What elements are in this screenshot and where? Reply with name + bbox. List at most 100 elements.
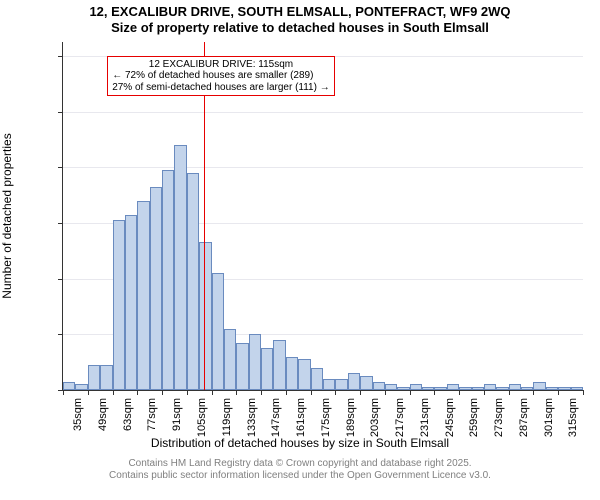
x-tick-label: 161sqm bbox=[295, 398, 307, 437]
histogram-bar bbox=[100, 365, 112, 390]
histogram-bar bbox=[249, 334, 261, 390]
histogram-bar bbox=[113, 220, 125, 390]
x-tick-mark bbox=[484, 390, 485, 395]
x-tick-mark bbox=[63, 390, 64, 395]
x-tick-mark bbox=[162, 390, 163, 395]
histogram-bar bbox=[150, 187, 162, 390]
annotation-line: 27% of semi-detached houses are larger (… bbox=[112, 82, 330, 94]
histogram-bar bbox=[162, 170, 174, 390]
histogram-bar bbox=[484, 384, 496, 390]
histogram-bar bbox=[558, 387, 570, 390]
x-tick-mark bbox=[558, 390, 559, 395]
y-tick-mark bbox=[58, 279, 63, 280]
x-tick-mark bbox=[533, 390, 534, 395]
x-tick-label: 49sqm bbox=[97, 398, 109, 431]
histogram-bar bbox=[174, 145, 186, 390]
x-tick-label: 189sqm bbox=[345, 398, 357, 437]
annotation-line: ← 72% of detached houses are smaller (28… bbox=[112, 70, 330, 82]
x-tick-label: 147sqm bbox=[270, 398, 282, 437]
histogram-bar bbox=[63, 382, 75, 390]
x-tick-label: 77sqm bbox=[146, 398, 158, 431]
histogram-bar bbox=[447, 384, 459, 390]
x-tick-label: 175sqm bbox=[320, 398, 332, 437]
x-tick-mark bbox=[236, 390, 237, 395]
x-tick-mark bbox=[88, 390, 89, 395]
x-tick-label: 245sqm bbox=[444, 398, 456, 437]
gridline bbox=[63, 167, 583, 168]
histogram-bar bbox=[75, 384, 87, 390]
annotation-box: 12 EXCALIBUR DRIVE: 115sqm← 72% of detac… bbox=[107, 56, 335, 97]
histogram-bar bbox=[533, 382, 545, 390]
y-axis-label: Number of detached properties bbox=[0, 133, 14, 298]
x-tick-mark bbox=[212, 390, 213, 395]
histogram-bar bbox=[125, 215, 137, 390]
x-tick-label: 119sqm bbox=[221, 398, 233, 436]
x-tick-mark bbox=[187, 390, 188, 395]
histogram-bar bbox=[335, 379, 347, 390]
histogram-bar bbox=[546, 387, 558, 390]
x-tick-mark bbox=[137, 390, 138, 395]
x-tick-mark bbox=[335, 390, 336, 395]
histogram-bar bbox=[434, 387, 446, 390]
histogram-bar bbox=[298, 359, 310, 390]
x-tick-label: 315sqm bbox=[567, 398, 579, 437]
histogram-bar bbox=[88, 365, 100, 390]
chart-title-line1: 12, EXCALIBUR DRIVE, SOUTH ELMSALL, PONT… bbox=[0, 4, 600, 19]
histogram-bar bbox=[472, 387, 484, 390]
x-tick-mark bbox=[385, 390, 386, 395]
x-tick-mark bbox=[311, 390, 312, 395]
histogram-bar bbox=[212, 273, 224, 390]
x-tick-mark bbox=[286, 390, 287, 395]
plot-area: 12 EXCALIBUR DRIVE: 115sqm← 72% of detac… bbox=[62, 42, 583, 391]
histogram-bar bbox=[224, 329, 236, 390]
y-tick-mark bbox=[58, 223, 63, 224]
x-tick-mark bbox=[434, 390, 435, 395]
histogram-bar bbox=[397, 387, 409, 390]
y-tick-mark bbox=[58, 112, 63, 113]
chart-root: 12, EXCALIBUR DRIVE, SOUTH ELMSALL, PONT… bbox=[0, 0, 600, 500]
x-tick-label: 133sqm bbox=[246, 398, 258, 437]
histogram-bar bbox=[273, 340, 285, 390]
x-tick-label: 105sqm bbox=[196, 398, 208, 437]
footer-attribution: Contains HM Land Registry data © Crown c… bbox=[0, 458, 600, 481]
x-tick-label: 287sqm bbox=[518, 398, 530, 437]
histogram-bar bbox=[261, 348, 273, 390]
x-tick-mark bbox=[113, 390, 114, 395]
histogram-bar bbox=[459, 387, 471, 390]
x-tick-label: 203sqm bbox=[369, 398, 381, 437]
x-axis-label: Distribution of detached houses by size … bbox=[0, 436, 600, 450]
histogram-bar bbox=[323, 379, 335, 390]
x-tick-mark bbox=[459, 390, 460, 395]
histogram-bar bbox=[410, 384, 422, 390]
histogram-bar bbox=[348, 373, 360, 390]
footer-line1: Contains HM Land Registry data © Crown c… bbox=[0, 458, 600, 470]
y-tick-mark bbox=[58, 56, 63, 57]
histogram-bar bbox=[187, 173, 199, 390]
x-tick-mark bbox=[583, 390, 584, 395]
footer-line2: Contains public sector information licen… bbox=[0, 470, 600, 482]
chart-title-line2: Size of property relative to detached ho… bbox=[0, 20, 600, 35]
histogram-bar bbox=[422, 387, 434, 390]
x-tick-label: 217sqm bbox=[394, 398, 406, 437]
histogram-bar bbox=[521, 387, 533, 390]
x-tick-label: 35sqm bbox=[72, 398, 84, 431]
gridline bbox=[63, 112, 583, 113]
histogram-bar bbox=[509, 384, 521, 390]
x-tick-label: 301sqm bbox=[543, 398, 555, 437]
histogram-bar bbox=[286, 357, 298, 390]
x-tick-label: 231sqm bbox=[419, 398, 431, 437]
histogram-bar bbox=[571, 387, 583, 390]
annotation-line: 12 EXCALIBUR DRIVE: 115sqm bbox=[112, 59, 330, 71]
x-tick-mark bbox=[410, 390, 411, 395]
histogram-bar bbox=[137, 201, 149, 390]
histogram-bar bbox=[385, 384, 397, 390]
x-tick-label: 259sqm bbox=[468, 398, 480, 437]
histogram-bar bbox=[373, 382, 385, 390]
y-tick-mark bbox=[58, 167, 63, 168]
x-tick-label: 63sqm bbox=[122, 398, 134, 431]
x-tick-mark bbox=[509, 390, 510, 395]
histogram-bar bbox=[236, 343, 248, 390]
x-tick-label: 91sqm bbox=[171, 398, 183, 431]
x-tick-mark bbox=[261, 390, 262, 395]
histogram-bar bbox=[496, 387, 508, 390]
